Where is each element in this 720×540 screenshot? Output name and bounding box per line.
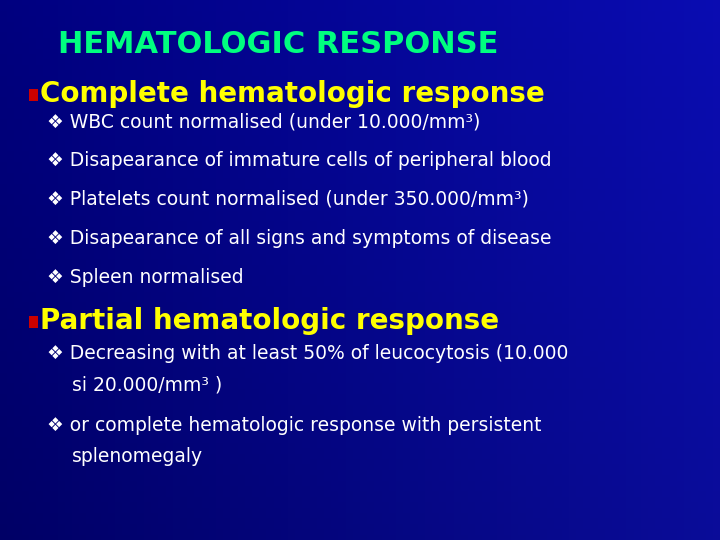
FancyBboxPatch shape bbox=[29, 89, 37, 101]
Text: ❖ Disapearance of immature cells of peripheral blood: ❖ Disapearance of immature cells of peri… bbox=[47, 151, 552, 170]
Text: ❖ WBC count normalised (under 10.000/mm³): ❖ WBC count normalised (under 10.000/mm³… bbox=[47, 112, 480, 131]
Text: Partial hematologic response: Partial hematologic response bbox=[40, 307, 499, 335]
Text: si 20.000/mm³ ): si 20.000/mm³ ) bbox=[72, 375, 222, 395]
Text: ❖ or complete hematologic response with persistent: ❖ or complete hematologic response with … bbox=[47, 416, 541, 435]
Text: HEMATOLOGIC RESPONSE: HEMATOLOGIC RESPONSE bbox=[58, 30, 498, 59]
Text: ❖ Decreasing with at least 50% of leucocytosis (10.000: ❖ Decreasing with at least 50% of leucoc… bbox=[47, 344, 568, 363]
Text: Complete hematologic response: Complete hematologic response bbox=[40, 80, 544, 109]
Text: ❖ Spleen normalised: ❖ Spleen normalised bbox=[47, 267, 243, 287]
Text: ❖ Disapearance of all signs and symptoms of disease: ❖ Disapearance of all signs and symptoms… bbox=[47, 228, 552, 248]
Text: ❖ Platelets count normalised (under 350.000/mm³): ❖ Platelets count normalised (under 350.… bbox=[47, 190, 528, 209]
Text: splenomegaly: splenomegaly bbox=[72, 447, 203, 467]
FancyBboxPatch shape bbox=[29, 316, 37, 328]
